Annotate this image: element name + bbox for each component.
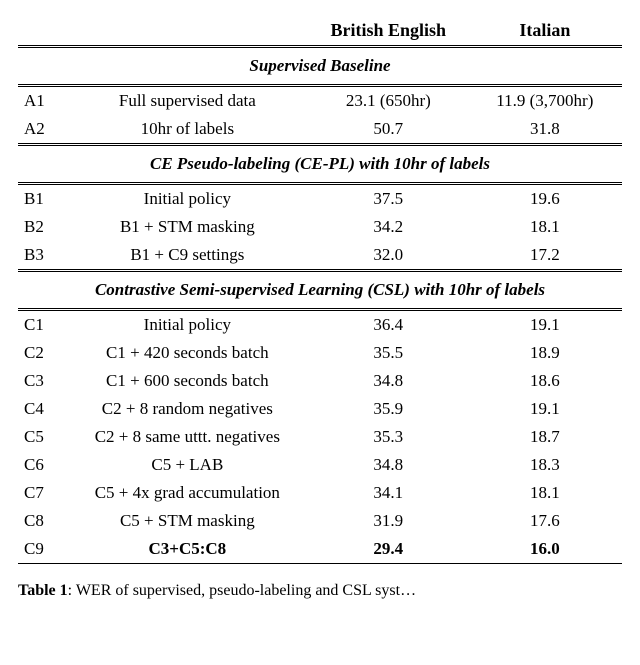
table-row: B3 B1 + C9 settings 32.0 17.2: [18, 241, 622, 271]
caption-label: Table 1: [18, 582, 68, 599]
col-be-header: British English: [309, 16, 468, 47]
row-be: 36.4: [309, 310, 468, 340]
row-id: C2: [18, 339, 66, 367]
row-desc: C5 + STM masking: [66, 507, 309, 535]
table-row: B1 Initial policy 37.5 19.6: [18, 184, 622, 214]
row-it: 31.8: [468, 115, 622, 145]
row-it: 17.6: [468, 507, 622, 535]
table-row: A2 10hr of labels 50.7 31.8: [18, 115, 622, 145]
row-id: B1: [18, 184, 66, 214]
row-desc: B1 + C9 settings: [66, 241, 309, 271]
row-id: C8: [18, 507, 66, 535]
caption-suffix: : WER of supervised, pseudo-labeling and…: [68, 582, 416, 599]
row-be: 34.2: [309, 213, 468, 241]
row-id: A1: [18, 86, 66, 116]
table-row: B2 B1 + STM masking 34.2 18.1: [18, 213, 622, 241]
row-id: C1: [18, 310, 66, 340]
row-desc: Initial policy: [66, 310, 309, 340]
row-it: 18.3: [468, 451, 622, 479]
table-row: C4 C2 + 8 random negatives 35.9 19.1: [18, 395, 622, 423]
section-supervised-title: Supervised Baseline: [18, 47, 622, 86]
section-supervised-header-row: Supervised Baseline: [18, 47, 622, 86]
section-cepl-header-row: CE Pseudo-labeling (CE-PL) with 10hr of …: [18, 145, 622, 184]
row-it: 18.9: [468, 339, 622, 367]
col-id-header: [18, 16, 66, 47]
row-desc: C5 + 4x grad accumulation: [66, 479, 309, 507]
results-table: British English Italian Supervised Basel…: [18, 16, 622, 564]
row-id: C9: [18, 535, 66, 564]
table-row: C1 Initial policy 36.4 19.1: [18, 310, 622, 340]
row-it: 11.9 (3,700hr): [468, 86, 622, 116]
row-it: 19.1: [468, 310, 622, 340]
row-desc: Full supervised data: [66, 86, 309, 116]
row-be: 34.1: [309, 479, 468, 507]
row-it: 19.1: [468, 395, 622, 423]
row-id: C5: [18, 423, 66, 451]
row-desc: Initial policy: [66, 184, 309, 214]
table-row: C5 C2 + 8 same uttt. negatives 35.3 18.7: [18, 423, 622, 451]
row-it: 19.6: [468, 184, 622, 214]
row-it: 18.6: [468, 367, 622, 395]
row-desc: 10hr of labels: [66, 115, 309, 145]
row-be: 23.1 (650hr): [309, 86, 468, 116]
table-row: A1 Full supervised data 23.1 (650hr) 11.…: [18, 86, 622, 116]
col-it-header: Italian: [468, 16, 622, 47]
row-it: 18.7: [468, 423, 622, 451]
row-desc: C5 + LAB: [66, 451, 309, 479]
row-be: 35.9: [309, 395, 468, 423]
row-id: B3: [18, 241, 66, 271]
row-be: 34.8: [309, 451, 468, 479]
col-desc-header: [66, 16, 309, 47]
row-id: C3: [18, 367, 66, 395]
table-row: C6 C5 + LAB 34.8 18.3: [18, 451, 622, 479]
row-be: 31.9: [309, 507, 468, 535]
table-row: C9 C3+C5:C8 29.4 16.0: [18, 535, 622, 564]
row-be: 29.4: [309, 535, 468, 564]
table-row: C8 C5 + STM masking 31.9 17.6: [18, 507, 622, 535]
row-desc: C3+C5:C8: [66, 535, 309, 564]
row-be: 35.5: [309, 339, 468, 367]
row-be: 37.5: [309, 184, 468, 214]
table-header-row: British English Italian: [18, 16, 622, 47]
row-id: B2: [18, 213, 66, 241]
table-row: C7 C5 + 4x grad accumulation 34.1 18.1: [18, 479, 622, 507]
section-cepl-title: CE Pseudo-labeling (CE-PL) with 10hr of …: [18, 145, 622, 184]
row-it: 18.1: [468, 479, 622, 507]
section-csl-title: Contrastive Semi-supervised Learning (CS…: [18, 271, 622, 310]
section-csl-header-row: Contrastive Semi-supervised Learning (CS…: [18, 271, 622, 310]
row-desc: C1 + 420 seconds batch: [66, 339, 309, 367]
row-id: A2: [18, 115, 66, 145]
row-be: 35.3: [309, 423, 468, 451]
row-id: C7: [18, 479, 66, 507]
row-be: 32.0: [309, 241, 468, 271]
row-desc: C1 + 600 seconds batch: [66, 367, 309, 395]
row-it: 18.1: [468, 213, 622, 241]
row-id: C4: [18, 395, 66, 423]
row-it: 17.2: [468, 241, 622, 271]
table-row: C2 C1 + 420 seconds batch 35.5 18.9: [18, 339, 622, 367]
row-it: 16.0: [468, 535, 622, 564]
row-id: C6: [18, 451, 66, 479]
row-be: 34.8: [309, 367, 468, 395]
row-desc: C2 + 8 same uttt. negatives: [66, 423, 309, 451]
table-caption: Table 1: WER of supervised, pseudo-label…: [18, 582, 622, 600]
table-row: C3 C1 + 600 seconds batch 34.8 18.6: [18, 367, 622, 395]
row-be: 50.7: [309, 115, 468, 145]
row-desc: C2 + 8 random negatives: [66, 395, 309, 423]
row-desc: B1 + STM masking: [66, 213, 309, 241]
